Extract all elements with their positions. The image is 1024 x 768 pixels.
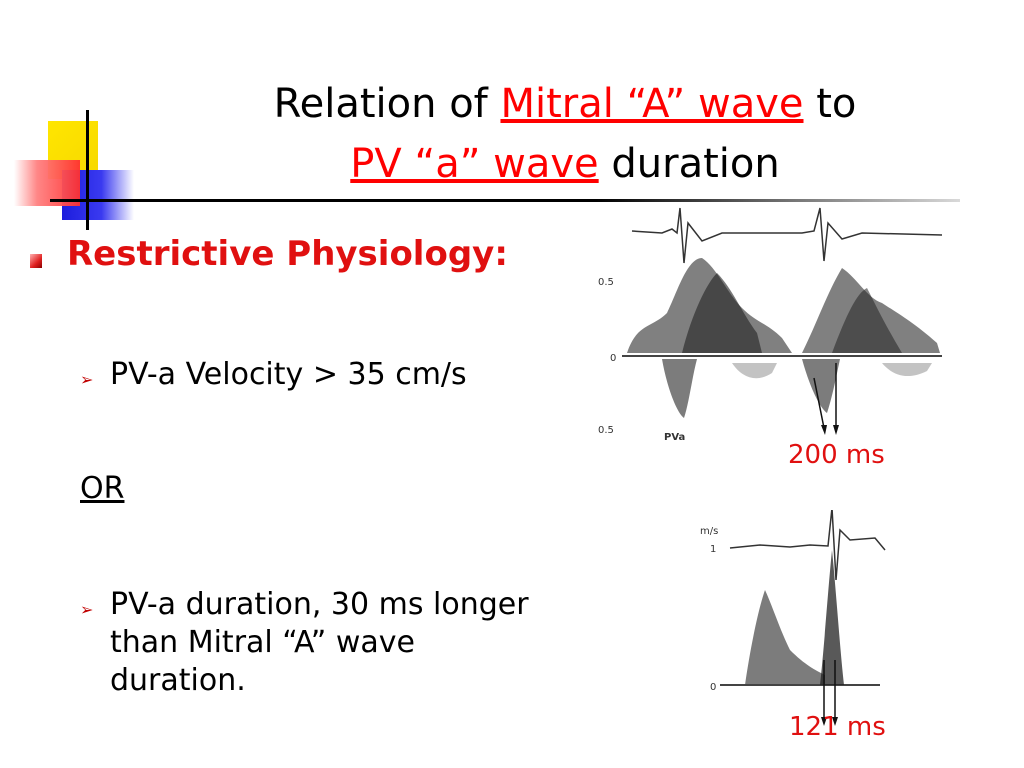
axis-unit: m/s xyxy=(700,526,718,537)
arrow-bullet-icon: ➢ xyxy=(80,370,94,389)
title-suffix: to xyxy=(803,81,857,127)
axis-tick-zero: 0 xyxy=(710,682,716,693)
title-prefix: Relation of xyxy=(273,81,501,127)
duration-label-200: 200 ms xyxy=(788,440,885,470)
or-separator: OR xyxy=(80,471,125,506)
mitral-doppler-image: m/s 1 0 xyxy=(690,510,900,745)
square-bullet-icon xyxy=(30,254,42,268)
decor-red-square xyxy=(14,160,80,206)
axis-tick-zero: 0 xyxy=(610,353,616,364)
axis-tick-lower: 0.5 xyxy=(598,425,614,436)
bullet-item-1: PV-a Velocity > 35 cm/s xyxy=(110,357,467,392)
title-divider xyxy=(50,199,960,202)
decor-vertical-line xyxy=(86,110,89,230)
axis-tick-upper: 0.5 xyxy=(598,277,614,288)
title-duration: duration xyxy=(598,141,780,187)
title-pv-link[interactable]: PV “a” wave xyxy=(350,141,599,187)
duration-label-121: 121 ms xyxy=(789,712,886,742)
title-mitral-link[interactable]: Mitral “A” wave xyxy=(500,81,804,127)
axis-tick-one: 1 xyxy=(710,544,716,555)
pva-label: PVa xyxy=(664,432,685,443)
title-line-2: PV “a” wave duration xyxy=(150,140,980,188)
pulmonary-vein-doppler-image: 0.5 0 0.5 PVa xyxy=(592,203,952,453)
bullet-item-2: PV-a duration, 30 ms longer than Mitral … xyxy=(110,587,529,698)
arrow-bullet-icon: ➢ xyxy=(80,600,94,619)
title-line-1: Relation of Mitral “A” wave to xyxy=(150,80,980,128)
section-heading: Restrictive Physiology: xyxy=(67,234,508,274)
